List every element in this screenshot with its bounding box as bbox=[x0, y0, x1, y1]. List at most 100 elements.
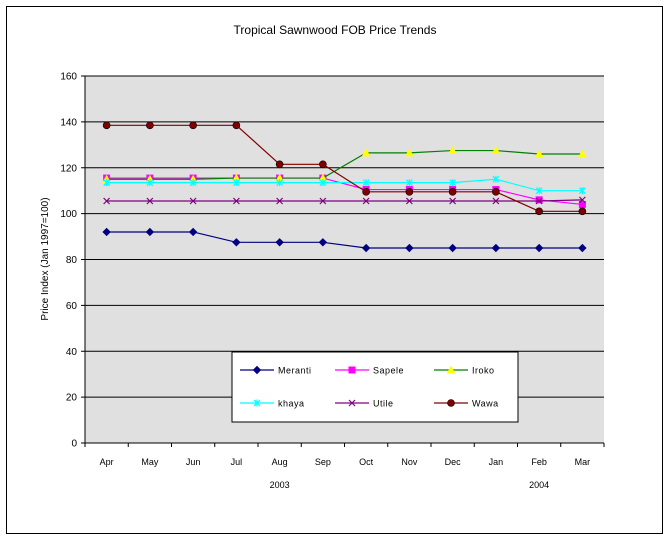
marker-x bbox=[362, 197, 370, 205]
marker-circle bbox=[146, 121, 154, 130]
marker-circle bbox=[189, 121, 197, 130]
series-line-iroko bbox=[106, 149, 583, 180]
series-line-utile bbox=[106, 199, 583, 202]
marker-diamond bbox=[252, 365, 262, 375]
marker-x bbox=[348, 399, 356, 407]
marker-circle bbox=[319, 160, 327, 169]
series-meranti bbox=[102, 227, 587, 253]
marker-star bbox=[362, 179, 370, 187]
series-khaya bbox=[103, 175, 586, 195]
marker-star bbox=[492, 175, 500, 183]
year-label: 2003 bbox=[270, 480, 290, 490]
marker-star bbox=[535, 187, 543, 195]
legend-label: Iroko bbox=[472, 366, 495, 376]
x-tick-labels: Apr May Jun Jul Aug Sep Oct Nov Dec Jan Feb Mar bbox=[100, 457, 591, 467]
marker-circle bbox=[275, 160, 284, 169]
marker-triangle bbox=[405, 148, 414, 157]
marker-x bbox=[492, 197, 500, 205]
marker-star bbox=[189, 179, 197, 187]
x-tick-label: May bbox=[141, 457, 159, 467]
series-line-wawa bbox=[106, 124, 583, 212]
marker-x bbox=[146, 197, 154, 205]
marker-circle bbox=[578, 207, 587, 216]
marker-x bbox=[535, 197, 543, 205]
marker-triangle bbox=[491, 145, 501, 155]
marker-circle bbox=[535, 207, 543, 216]
marker-star bbox=[146, 179, 154, 187]
y-tick-label: 100 bbox=[60, 209, 77, 220]
marker-triangle bbox=[361, 148, 371, 157]
legend-entry-meranti: Meranti bbox=[240, 365, 312, 376]
x-tick-label: Jul bbox=[231, 457, 243, 467]
marker-circle bbox=[492, 188, 500, 196]
marker-diamond bbox=[361, 243, 371, 253]
y-tick-label: 80 bbox=[66, 255, 78, 266]
marker-circle bbox=[232, 121, 241, 130]
x-tick-label: Jan bbox=[489, 457, 504, 467]
x-tick-label: Dec bbox=[445, 457, 462, 467]
legend-label: Meranti bbox=[278, 366, 312, 376]
y-tick-label: 120 bbox=[60, 163, 77, 174]
x-tick-label: Nov bbox=[401, 457, 418, 467]
marker-triangle bbox=[448, 145, 457, 155]
x-tick-label: Sep bbox=[315, 457, 331, 467]
marker-circle bbox=[405, 188, 414, 196]
y-tick-label: 20 bbox=[66, 393, 78, 404]
x-tick-label: Jun bbox=[186, 457, 201, 467]
y-tick-labels: 0 20 40 60 80 100 120 140 160 bbox=[60, 72, 77, 450]
series-line-sapele bbox=[106, 177, 583, 206]
marker-x bbox=[405, 197, 413, 205]
marker-triangle bbox=[446, 365, 456, 374]
marker-diamond bbox=[491, 243, 501, 253]
y-tick-label: 40 bbox=[66, 347, 78, 358]
marker-diamond bbox=[145, 227, 155, 237]
marker-diamond bbox=[275, 238, 284, 247]
marker-star bbox=[232, 179, 240, 187]
marker-diamond bbox=[405, 243, 414, 253]
chart-title: Tropical Sawnwood FOB Price Trends bbox=[234, 23, 437, 37]
marker-triangle bbox=[534, 149, 544, 158]
legend-entry-khaya: khaya bbox=[240, 399, 305, 409]
x-tick-label: Aug bbox=[272, 457, 288, 467]
marker-x bbox=[189, 197, 197, 205]
legend-label: Wawa bbox=[472, 399, 499, 409]
x-tick-label: Feb bbox=[531, 457, 547, 467]
legend-label: Utile bbox=[373, 399, 394, 409]
legend-entry-sapele: Sapele bbox=[335, 366, 404, 376]
marker-circle bbox=[362, 188, 370, 196]
series-wawa bbox=[102, 121, 587, 216]
marker-square bbox=[578, 200, 586, 208]
legend-entry-iroko: Iroko bbox=[434, 365, 495, 376]
marker-x bbox=[103, 197, 111, 205]
y-tick-label: 60 bbox=[66, 301, 78, 312]
y-tick-label: 140 bbox=[60, 117, 77, 128]
gridlines bbox=[85, 75, 604, 398]
y-axis-label: Price Index (Jan 1997=100) bbox=[40, 197, 51, 320]
series-line-khaya bbox=[106, 178, 583, 192]
series-utile bbox=[103, 196, 586, 205]
marker-star bbox=[405, 179, 413, 187]
marker-diamond bbox=[232, 238, 241, 247]
marker-x bbox=[276, 197, 284, 205]
marker-square bbox=[348, 366, 356, 374]
year-label: 2004 bbox=[529, 480, 549, 490]
legend-entry-utile: Utile bbox=[335, 399, 394, 409]
series-line-meranti bbox=[106, 231, 583, 249]
legend-label: khaya bbox=[278, 399, 305, 409]
marker-star bbox=[319, 179, 327, 187]
marker-diamond bbox=[188, 227, 198, 237]
x-tick-label: Oct bbox=[359, 457, 374, 467]
marker-star bbox=[253, 399, 261, 407]
marker-x bbox=[578, 196, 586, 204]
marker-star bbox=[449, 179, 457, 187]
marker-x bbox=[232, 197, 240, 205]
y-tick-label: 160 bbox=[60, 72, 77, 83]
x-tick-label: Mar bbox=[575, 457, 591, 467]
marker-diamond bbox=[102, 227, 111, 237]
marker-circle bbox=[102, 121, 111, 130]
marker-circle bbox=[447, 399, 455, 407]
legend: Meranti Sapele Iroko khaya Utile Wawa bbox=[231, 351, 519, 423]
marker-diamond bbox=[534, 243, 544, 253]
marker-star bbox=[276, 179, 284, 187]
